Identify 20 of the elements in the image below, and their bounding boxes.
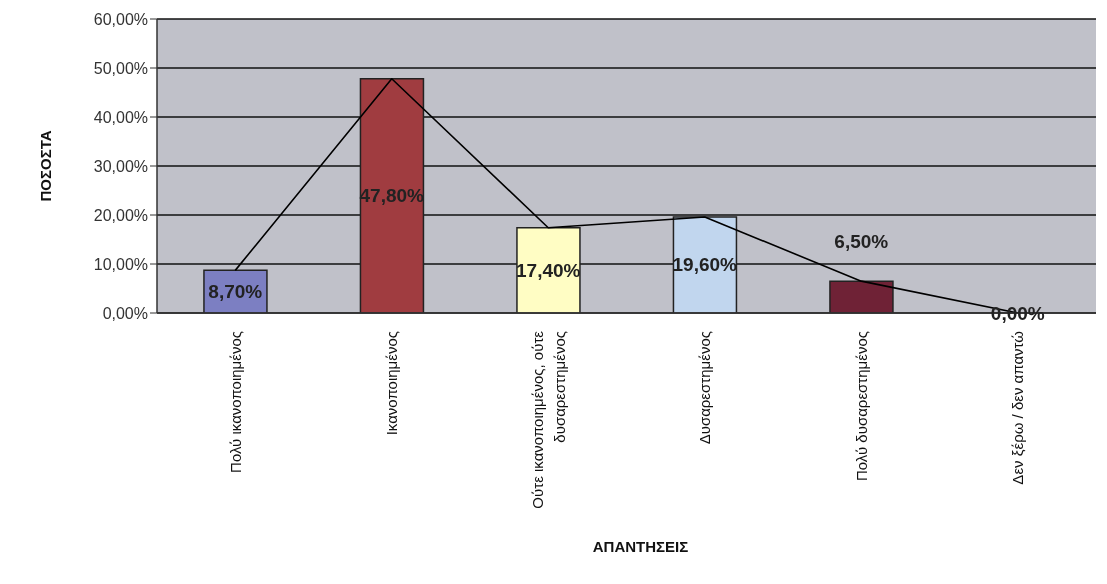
y-axis-title: ΠΟΣΟΣΤΑ	[36, 130, 54, 202]
y-tick-label: 10,00%	[93, 255, 148, 273]
y-tick-label: 0,00%	[102, 304, 148, 322]
y-tick-label: 20,00%	[93, 206, 148, 224]
y-tick-label: 60,00%	[93, 10, 148, 28]
y-tick-label: 50,00%	[93, 59, 148, 77]
x-tick-label: Δεν ξέρω / δεν απαντώ	[1009, 330, 1027, 485]
data-label: 8,70%	[208, 281, 263, 303]
data-label: 6,50%	[834, 230, 889, 252]
x-tick-label: Ούτε ικανοποιημένος, ούτε δυσαρεστημένος	[528, 330, 568, 509]
y-tick-label: 40,00%	[93, 108, 148, 126]
x-tick-label: Ικανοποιημένος	[383, 331, 401, 436]
data-label: 19,60%	[672, 254, 738, 276]
x-tick-label: Πολύ ικανοποιημένος	[226, 331, 244, 473]
x-tick-label: Δυσαρεστημένος	[696, 331, 714, 445]
bar	[829, 280, 894, 313]
bar	[359, 78, 425, 313]
y-tick-label: 30,00%	[93, 157, 148, 175]
x-axis-title: ΑΠΑΝΤΗΣΕΙΣ	[592, 538, 689, 555]
x-tick-label: Πολύ δυσαρεστημένος	[852, 331, 870, 482]
